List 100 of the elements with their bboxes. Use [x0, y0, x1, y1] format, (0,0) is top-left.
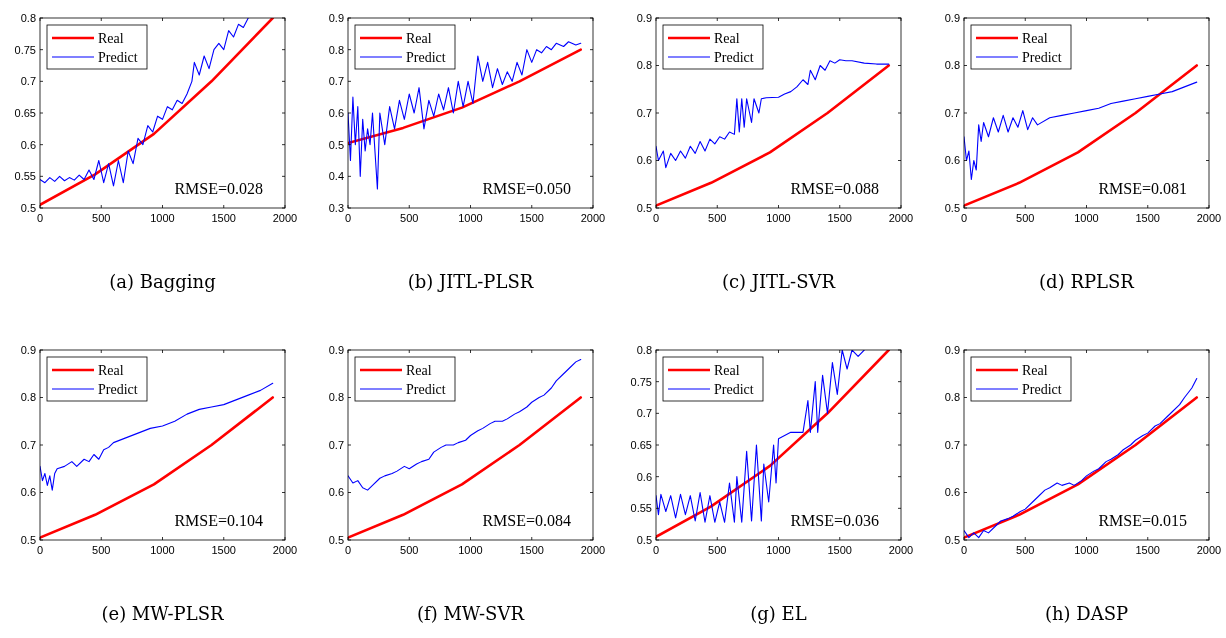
x-tick-label: 1000 [1074, 212, 1099, 224]
legend-label: Predict [98, 381, 138, 397]
x-tick-label: 500 [400, 544, 419, 556]
legend-label: Predict [1022, 49, 1062, 65]
annotation: RMSE=0.081 [1098, 180, 1187, 197]
legend-label: Real [98, 30, 124, 46]
x-tick-label: 1500 [211, 544, 236, 556]
x-tick-label: 2000 [580, 544, 606, 556]
x-tick-label: 2000 [888, 544, 914, 556]
y-tick-label: 0.8 [636, 343, 652, 356]
legend-label: Predict [406, 49, 446, 65]
x-tick-label: 2000 [272, 544, 298, 556]
text: (h) DASP [1044, 603, 1129, 624]
y-tick-label: 0.7 [20, 438, 36, 451]
text: (f) MW-SVR [416, 603, 525, 624]
y-tick-label: 0.6 [636, 470, 652, 483]
x-tick-label: 2000 [272, 212, 298, 224]
legend-label: Real [1022, 362, 1048, 378]
x-tick-label: 0 [960, 544, 968, 556]
x-tick-label: 1000 [458, 212, 483, 224]
x-tick-label: 500 [708, 212, 727, 224]
x-tick-label: 0 [36, 544, 44, 556]
y-tick-label: 0.8 [636, 59, 652, 72]
x-tick-label: 0 [652, 544, 660, 556]
legend-label: Real [714, 30, 740, 46]
y-tick-label: 0.6 [636, 154, 652, 167]
annotation: RMSE=0.088 [790, 180, 879, 197]
annotation: RMSE=0.036 [790, 512, 879, 529]
x-tick-label: 500 [92, 212, 111, 224]
x-tick-label: 1500 [1135, 544, 1160, 556]
y-tick-label: 0.8 [20, 11, 36, 24]
y-tick-label: 0.8 [20, 391, 36, 404]
x-tick-label: 1000 [766, 544, 791, 556]
y-tick-label: 0.7 [636, 407, 652, 420]
y-tick-label: 0.4 [328, 170, 344, 183]
y-tick-label: 0.6 [20, 486, 36, 499]
x-tick-label: 1500 [1135, 212, 1160, 224]
x-tick-label: 500 [708, 544, 727, 556]
x-tick-label: 2000 [888, 212, 914, 224]
text: (g) EL [750, 603, 807, 624]
x-tick-label: 1000 [1074, 544, 1099, 556]
legend-label: Real [714, 362, 740, 378]
line-series [40, 382, 274, 491]
y-tick-label: 0.75 [14, 43, 36, 56]
y-tick-label: 0.7 [944, 438, 960, 451]
line-series [656, 64, 891, 207]
y-tick-label: 0.3 [328, 201, 344, 214]
y-tick-label: 0.5 [20, 201, 36, 214]
annotation: RMSE=0.050 [482, 180, 571, 197]
annotation: RMSE=0.028 [174, 180, 263, 197]
legend-label: Real [406, 30, 432, 46]
y-tick-label: 0.65 [14, 106, 36, 119]
x-tick-label: 1500 [211, 212, 236, 224]
annotation: RMSE=0.015 [1098, 512, 1187, 529]
x-tick-label: 1500 [827, 544, 852, 556]
annotation: RMSE=0.084 [482, 512, 571, 529]
y-tick-label: 0.5 [636, 533, 652, 546]
y-tick-label: 0.9 [20, 343, 36, 356]
x-tick-label: 0 [960, 212, 968, 224]
text: (e) MW-PLSR [101, 603, 224, 624]
x-tick-label: 1500 [827, 212, 852, 224]
y-tick-label: 0.5 [636, 201, 652, 214]
y-tick-label: 0.5 [944, 533, 960, 546]
x-tick-label: 500 [92, 544, 111, 556]
y-tick-label: 0.5 [328, 533, 344, 546]
legend-label: Predict [714, 49, 754, 65]
legend-label: Predict [1022, 381, 1062, 397]
x-tick-label: 0 [344, 544, 352, 556]
line-series [964, 81, 1198, 181]
line-series [348, 396, 583, 539]
y-tick-label: 0.6 [328, 486, 344, 499]
line-series [40, 396, 275, 539]
y-tick-label: 0.7 [20, 75, 36, 88]
line-series [348, 358, 582, 491]
y-tick-label: 0.9 [944, 343, 960, 356]
y-tick-label: 0.7 [636, 106, 652, 119]
y-tick-label: 0.6 [944, 154, 960, 167]
x-tick-label: 1500 [519, 212, 544, 224]
y-tick-label: 0.55 [14, 170, 36, 183]
y-tick-label: 0.6 [20, 138, 36, 151]
x-tick-label: 1000 [150, 544, 175, 556]
y-tick-label: 0.7 [328, 75, 344, 88]
legend-label: Predict [406, 381, 446, 397]
legend-label: Real [406, 362, 432, 378]
x-tick-label: 500 [400, 212, 419, 224]
y-tick-label: 0.5 [20, 533, 36, 546]
legend-label: Real [98, 362, 124, 378]
x-tick-label: 2000 [1196, 212, 1222, 224]
y-tick-label: 0.7 [944, 106, 960, 119]
x-tick-label: 0 [344, 212, 352, 224]
y-tick-label: 0.8 [944, 59, 960, 72]
y-tick-label: 0.8 [944, 391, 960, 404]
y-tick-label: 0.9 [944, 11, 960, 24]
y-tick-label: 0.65 [630, 438, 652, 451]
line-series [964, 64, 1199, 207]
y-tick-label: 0.5 [328, 138, 344, 151]
x-tick-label: 0 [652, 212, 660, 224]
x-tick-label: 1000 [150, 212, 175, 224]
legend-label: Predict [714, 381, 754, 397]
y-tick-label: 0.9 [328, 11, 344, 24]
